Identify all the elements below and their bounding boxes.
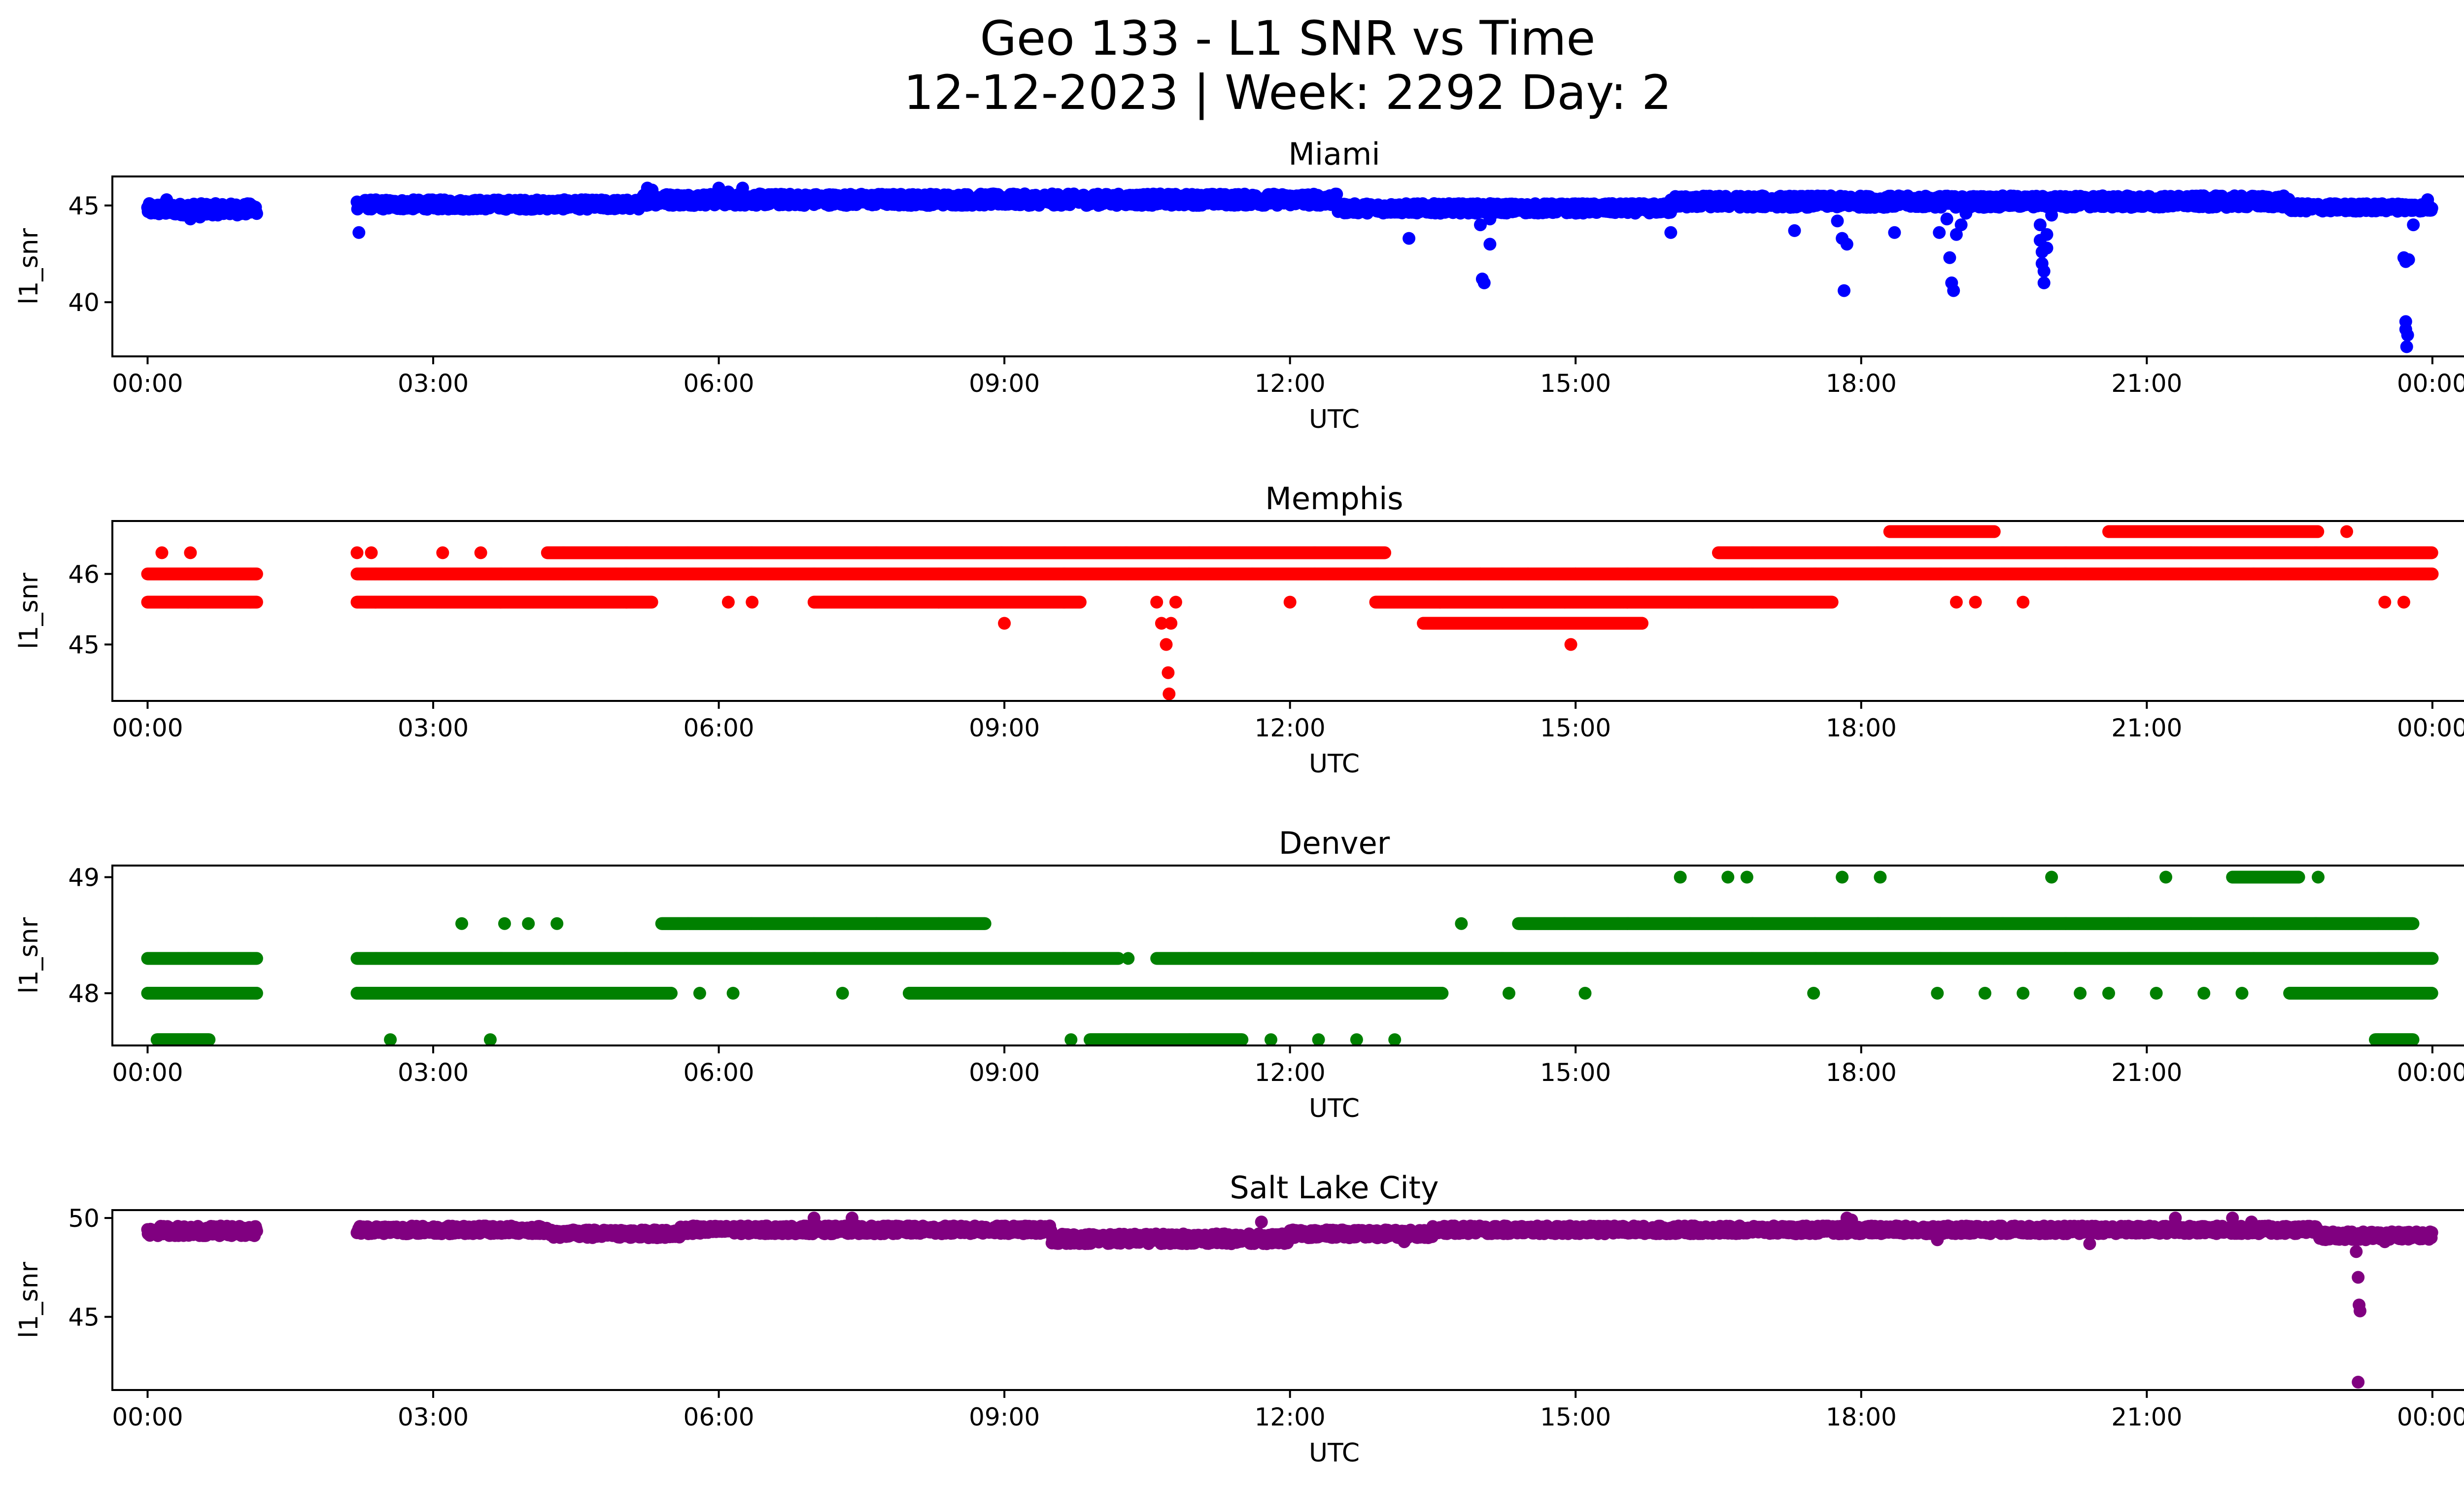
y-tick-label: 45 — [68, 192, 100, 220]
figure-title-line-2: 12-12-2023 | Week: 2292 Day: 2 — [0, 69, 2464, 116]
data-point — [736, 181, 749, 195]
data-point — [2402, 253, 2415, 266]
data-point — [2421, 193, 2434, 207]
x-tick-label: 03:00 — [398, 369, 469, 398]
data-point — [250, 207, 263, 220]
data-point — [2040, 228, 2053, 241]
data-point — [2037, 265, 2051, 278]
data-points — [141, 525, 2439, 700]
data-point — [1483, 238, 1497, 251]
y-axis-label: l1_snr — [14, 228, 44, 305]
data-point — [1483, 212, 1497, 226]
x-tick-label: 00:00 — [2397, 369, 2464, 398]
data-point — [1831, 214, 1844, 228]
data-point — [1477, 276, 1491, 289]
x-tick-label: 06:00 — [684, 369, 754, 398]
data-point — [2400, 340, 2413, 353]
data-point — [160, 193, 173, 207]
data-point — [1959, 207, 1973, 220]
x-tick-label: 09:00 — [969, 369, 1040, 398]
data-point — [1788, 224, 1801, 237]
data-point — [1954, 218, 1968, 232]
subplot-title: Miami — [1288, 136, 1380, 172]
data-point — [2045, 209, 2058, 222]
data-point — [193, 210, 206, 224]
data-points — [141, 181, 2438, 353]
data-point — [1403, 232, 1416, 245]
subplot-miami: Miami 00:00 03:00 06:00 09:00 12:00 15:00 18:00… — [14, 136, 2464, 434]
subplot-title: Memphis — [1265, 481, 1403, 517]
data-point — [2401, 328, 2414, 342]
x-tick-label: 21:00 — [2111, 369, 2182, 398]
data-point — [1933, 226, 1946, 239]
x-tick-label: 15:00 — [1540, 369, 1611, 398]
data-point — [352, 226, 366, 239]
y-tick-label: 40 — [68, 288, 100, 317]
data-point — [1840, 238, 1853, 251]
data-point — [646, 183, 659, 197]
figure-title-line-1: Geo 133 - L1 SNR vs Time — [0, 15, 2464, 62]
x-tick-label: 12:00 — [1255, 369, 1326, 398]
data-point — [1888, 226, 1901, 239]
data-point — [2037, 276, 2051, 289]
data-point — [726, 191, 740, 205]
data-point — [1664, 226, 1677, 239]
data-point — [1947, 284, 1960, 297]
data-point — [1940, 212, 1953, 226]
data-point — [2407, 218, 2420, 232]
x-tick-label: 00:00 — [112, 369, 183, 398]
x-axis-label: UTC — [1309, 405, 1360, 434]
x-tick-label: 18:00 — [1826, 369, 1897, 398]
data-point — [2040, 242, 2053, 255]
data-point — [1943, 251, 1956, 264]
data-point — [250, 567, 263, 581]
data-point — [250, 595, 263, 609]
data-point — [1838, 284, 1850, 297]
